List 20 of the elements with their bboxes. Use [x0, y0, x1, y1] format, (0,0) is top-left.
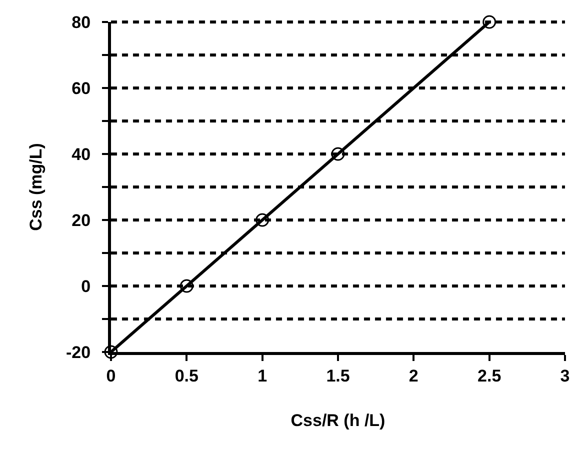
y-tick-label: 40	[72, 144, 91, 164]
point	[256, 213, 270, 227]
x-axis-title: Css/R (h /L)	[290, 410, 386, 430]
y-tick-label: -20	[66, 342, 91, 362]
x-tick-label: 0	[106, 366, 116, 386]
x-tick-label: 1.5	[326, 366, 350, 386]
point	[104, 345, 118, 359]
point	[482, 15, 496, 29]
point	[180, 279, 194, 293]
y-tick-label: 80	[72, 12, 91, 32]
x-tick-label: 3	[560, 366, 570, 386]
y-tick-label: 60	[72, 78, 91, 98]
y-axis-title: Css (mg/L)	[26, 143, 46, 231]
y-tick-label: 0	[81, 276, 91, 296]
x-tick-label: 2	[408, 366, 418, 386]
x-tick-label: 0.5	[174, 366, 198, 386]
y-tick-label: 20	[72, 210, 91, 230]
x-tick-label: 2.5	[478, 366, 502, 386]
x-tick-label: 1	[258, 366, 268, 386]
point	[331, 147, 345, 161]
